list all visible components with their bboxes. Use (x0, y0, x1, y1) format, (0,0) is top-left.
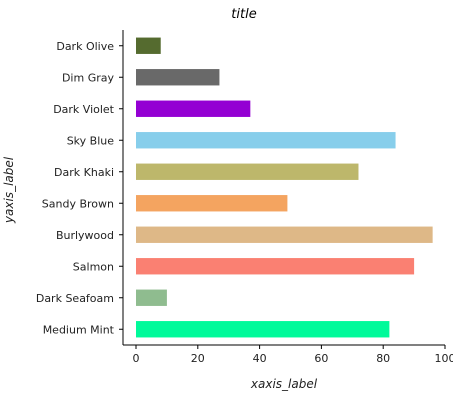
bar-medium-mint (136, 321, 390, 338)
bar-sky-blue (136, 132, 396, 149)
bar-dark-olive (136, 37, 161, 54)
category-label: Burlywood (56, 229, 114, 242)
x-tick-label: 0 (133, 352, 140, 365)
x-axis-label: xaxis_label (250, 377, 318, 391)
category-label: Dark Violet (53, 103, 114, 116)
chart-title: title (231, 7, 256, 22)
x-tick-label: 100 (435, 352, 453, 365)
bars-group (136, 37, 433, 338)
category-label: Dark Seafoam (36, 292, 114, 305)
category-label: Sky Blue (67, 134, 115, 147)
x-axis-ticks: 0 20 40 60 80 100 (133, 345, 453, 365)
bar-salmon (136, 258, 415, 275)
x-tick-label: 60 (314, 352, 328, 365)
y-axis-label: yaxis_label (2, 156, 16, 224)
bar-dark-khaki (136, 163, 359, 180)
x-tick-label: 80 (376, 352, 390, 365)
category-label: Salmon (73, 260, 114, 273)
bar-dark-seafoam (136, 289, 167, 306)
category-label: Sandy Brown (42, 197, 114, 210)
bar-dim-gray (136, 69, 220, 86)
category-label: Dark Olive (56, 40, 114, 53)
category-label: Dim Gray (62, 71, 115, 84)
bar-dark-violet (136, 100, 251, 117)
category-label: Medium Mint (43, 323, 115, 336)
x-tick-label: 40 (253, 352, 267, 365)
category-label: Dark Khaki (54, 166, 114, 179)
bar-sandy-brown (136, 195, 288, 212)
x-tick-label: 20 (191, 352, 205, 365)
category-labels: Medium Mint Dark Seafoam Salmon Burlywood Sa… (36, 40, 123, 336)
bar-burlywood (136, 226, 433, 243)
